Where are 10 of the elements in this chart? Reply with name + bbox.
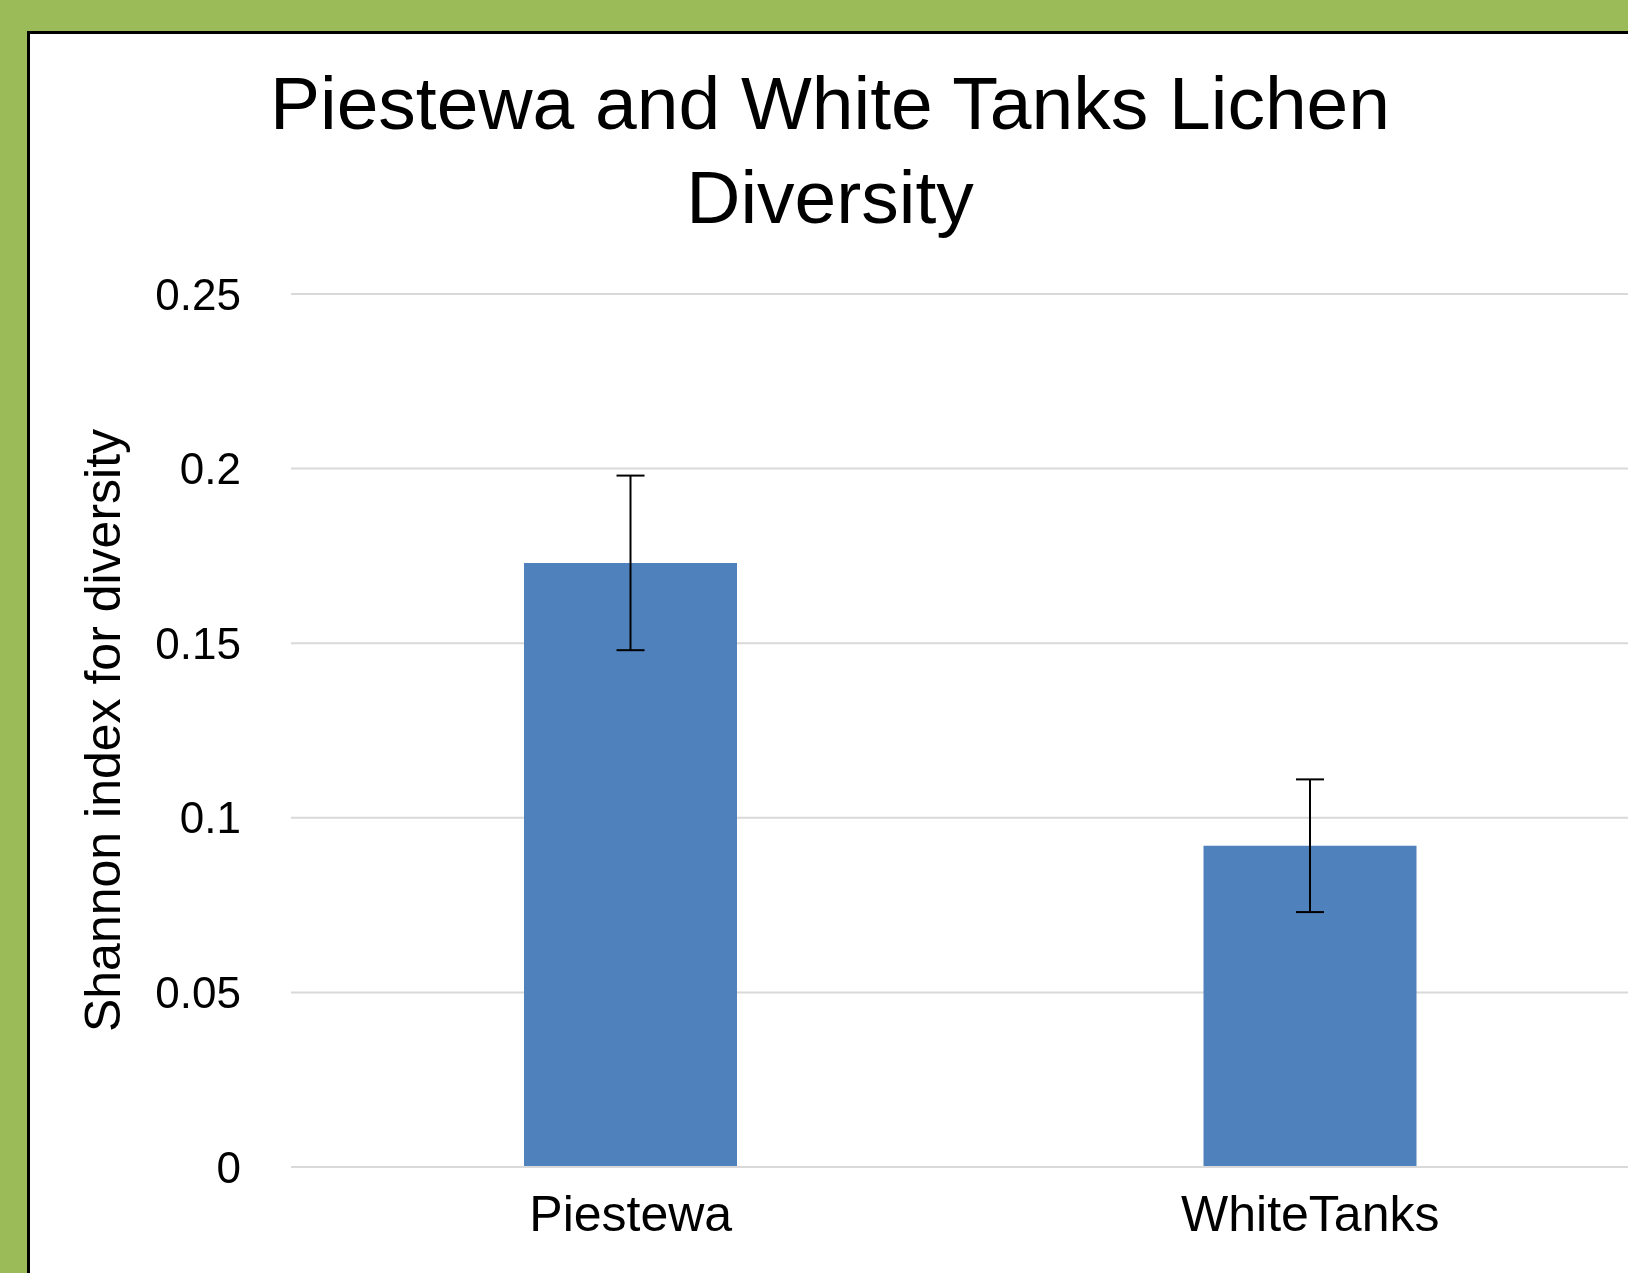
y-tick-label: 0 [216,1142,241,1192]
y-tick-label: 0.1 [179,793,241,843]
y-tick-label: 0.05 [155,968,241,1018]
y-tick-label: 0.2 [179,444,241,494]
y-tick-label: 0.15 [155,618,241,668]
x-tick-label: Piestewa [529,1185,733,1242]
y-axis-title: Shannon index for diversity [74,428,131,1033]
y-tick-label: 0.25 [155,269,241,319]
x-tick-label: WhiteTanks [1181,1185,1440,1242]
chart-title: Piestewa and White Tanks Lichen Diversity [268,60,1392,241]
